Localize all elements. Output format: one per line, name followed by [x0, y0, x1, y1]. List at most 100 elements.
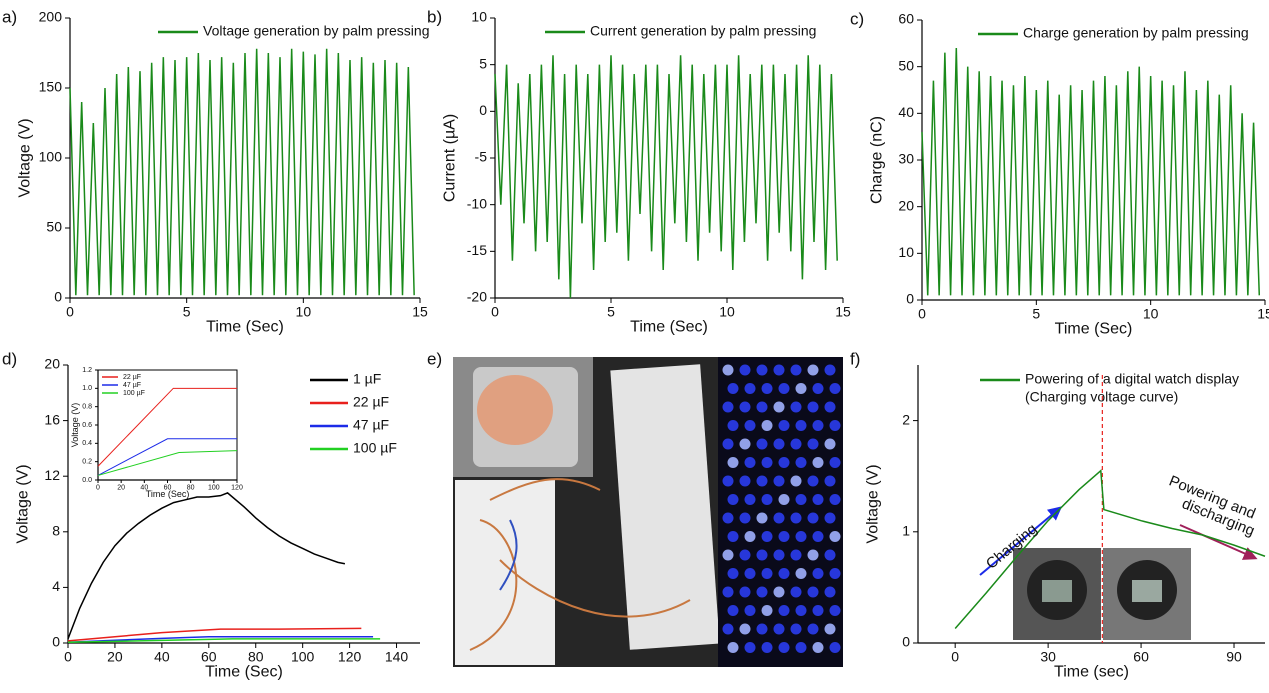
- series-line: [69, 48, 415, 296]
- wires: [469, 478, 691, 651]
- led: [790, 401, 802, 413]
- led: [744, 605, 756, 616]
- led: [761, 568, 773, 579]
- y-tick-label: 4: [52, 578, 60, 594]
- y-tick-label: 1.2: [82, 367, 92, 374]
- x-tick-label: 5: [1032, 306, 1040, 322]
- y-tick-label: 12: [44, 467, 60, 483]
- y-axis-label: Voltage (V): [16, 118, 33, 197]
- led: [778, 494, 790, 505]
- legend-label: Powering of a digital watch display: [1025, 371, 1239, 387]
- led: [824, 401, 836, 413]
- led: [761, 420, 773, 431]
- led: [756, 623, 768, 635]
- y-tick-label: -10: [467, 195, 487, 211]
- legend-label: 100 µF: [353, 440, 397, 456]
- x-tick-label: 40: [154, 649, 170, 665]
- x-tick-label: 60: [1133, 649, 1149, 665]
- led: [790, 364, 802, 376]
- y-tick-label: 0: [902, 634, 910, 650]
- legend-label: 22 µF: [123, 374, 141, 381]
- y-tick-label: 0: [906, 291, 914, 307]
- led: [727, 568, 739, 579]
- photo-panel: [453, 357, 843, 667]
- x-axis-label: Time (Sec): [206, 319, 284, 336]
- x-tick-label: 0: [66, 304, 74, 320]
- series-line: [67, 492, 346, 640]
- led: [812, 383, 824, 394]
- led: [756, 401, 768, 413]
- led: [824, 364, 836, 376]
- led: [773, 475, 785, 487]
- led: [807, 438, 819, 450]
- led: [807, 549, 819, 561]
- led: [812, 568, 824, 579]
- y-tick-label: 50: [898, 57, 914, 73]
- led: [756, 549, 768, 561]
- led: [727, 531, 739, 542]
- led: [824, 549, 836, 561]
- y-axis-label: Voltage (V): [864, 464, 881, 543]
- led: [807, 401, 819, 413]
- watch-photos: [979, 506, 1258, 640]
- x-axis-label: Time (Sec): [630, 319, 708, 336]
- series-line: [67, 638, 381, 644]
- led: [778, 642, 790, 653]
- x-tick-label: 0: [491, 304, 499, 320]
- legend-label: 47 µF: [353, 417, 389, 433]
- series-line: [97, 438, 237, 476]
- series-line: [67, 627, 362, 642]
- x-tick-label: 40: [140, 485, 148, 492]
- led: [807, 475, 819, 487]
- led: [773, 586, 785, 598]
- x-tick-label: 0: [96, 485, 100, 492]
- y-tick-label: 150: [39, 79, 63, 95]
- watch-display: [1132, 580, 1162, 602]
- led: [824, 512, 836, 524]
- led: [829, 568, 841, 579]
- led: [761, 605, 773, 616]
- y-axis-label: Voltage (V): [70, 403, 80, 448]
- x-axis-label: Time (sec): [1054, 664, 1129, 681]
- led: [727, 383, 739, 394]
- led: [739, 364, 751, 376]
- led: [807, 364, 819, 376]
- watch-display: [1042, 580, 1072, 602]
- series-line: [67, 636, 374, 644]
- led: [829, 642, 841, 653]
- panel-label: d): [2, 349, 17, 368]
- x-tick-label: 0: [951, 649, 959, 665]
- x-tick-label: 15: [1257, 306, 1269, 322]
- panel-label: a): [2, 7, 17, 26]
- led: [739, 549, 751, 561]
- led: [824, 438, 836, 450]
- led: [829, 531, 841, 542]
- x-tick-label: 10: [296, 304, 312, 320]
- x-tick-label: 60: [164, 485, 172, 492]
- led: [790, 586, 802, 598]
- legend-label: Current generation by palm pressing: [590, 23, 816, 39]
- led: [744, 642, 756, 653]
- led: [778, 457, 790, 468]
- y-tick-label: 8: [52, 523, 60, 539]
- x-tick-label: 80: [187, 485, 195, 492]
- x-tick-label: 90: [1226, 649, 1242, 665]
- series-line: [97, 387, 237, 467]
- led: [761, 494, 773, 505]
- led: [773, 623, 785, 635]
- plot-frame: [97, 369, 238, 481]
- x-tick-label: 10: [1143, 306, 1159, 322]
- y-tick-label: 0.2: [82, 459, 92, 466]
- led: [722, 364, 734, 376]
- led: [744, 568, 756, 579]
- x-tick-label: 20: [117, 485, 125, 492]
- led: [795, 494, 807, 505]
- led: [761, 642, 773, 653]
- led: [739, 475, 751, 487]
- led: [824, 623, 836, 635]
- led: [778, 531, 790, 542]
- led: [761, 531, 773, 542]
- breadboard: [455, 480, 555, 665]
